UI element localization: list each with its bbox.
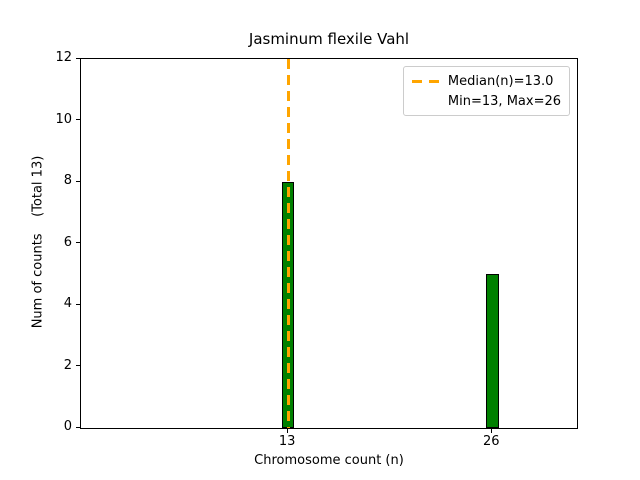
x-axis-label: Chromosome count (n) (254, 453, 404, 468)
y-tick-mark (76, 242, 80, 243)
legend-empty-handle (412, 100, 440, 103)
median-dashed-line-sample (411, 79, 440, 83)
legend-entry-minmax: Min=13, Max=26 (412, 91, 561, 111)
median-line (286, 59, 290, 428)
x-tick-mark (286, 429, 288, 433)
y-tick-label-4: 4 (63, 296, 72, 311)
y-tick-label-6: 6 (63, 234, 72, 250)
x-tick-label-13: 13 (278, 434, 296, 449)
y-tick-mark (76, 119, 80, 120)
bar-26 (485, 274, 499, 428)
chart-title: Jasminum flexile Vahl (248, 30, 410, 48)
y-tick-label-10: 10 (55, 111, 72, 127)
y-tick-mark (76, 426, 80, 428)
y-tick-label-0: 0 (63, 419, 72, 434)
y-tick-mark (76, 180, 80, 182)
y-tick-label-8: 8 (63, 173, 72, 188)
y-tick-label-12: 12 (55, 50, 72, 65)
legend-label-median: Median(n)=13.0 (447, 73, 554, 89)
x-tick-label-26: 26 (482, 434, 500, 449)
y-tick-mark (76, 303, 80, 305)
y-tick-label-2: 2 (63, 357, 72, 373)
x-tick-mark (490, 429, 492, 433)
plot-area: Median(n)=13.0 Min=13, Max=26 (80, 58, 578, 429)
y-tick-mark (76, 57, 80, 59)
legend: Median(n)=13.0 Min=13, Max=26 (402, 66, 570, 116)
legend-label-minmax: Min=13, Max=26 (447, 93, 561, 109)
legend-entry-median: Median(n)=13.0 (411, 71, 561, 91)
y-tick-mark (76, 365, 80, 366)
